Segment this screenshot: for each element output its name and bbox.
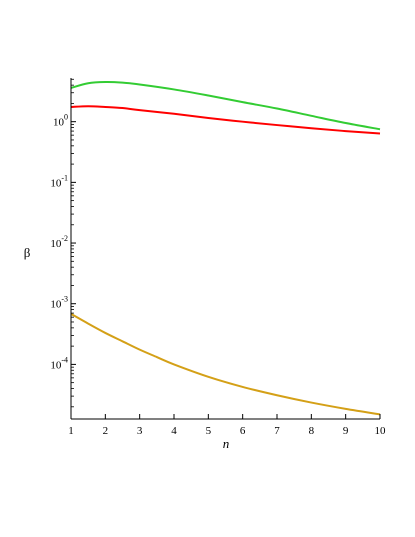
series-line-2 <box>70 313 381 416</box>
y-tick-label-exp: 0 <box>64 113 68 122</box>
y-tick-label-base: 10 <box>50 238 62 250</box>
series-line-0 <box>70 81 381 131</box>
y-tick-label-exp: -2 <box>61 234 68 243</box>
y-tick-label: 10-2 <box>50 234 68 250</box>
y-tick-label-base: 10 <box>53 117 65 129</box>
series-line-1 <box>70 105 381 135</box>
x-tick-label: 10 <box>375 425 387 437</box>
y-tick-label-base: 10 <box>50 299 62 311</box>
y-tick-label: 10-4 <box>50 355 68 371</box>
y-tick-label-exp: -3 <box>61 295 68 304</box>
x-tick-label: 9 <box>343 425 349 437</box>
x-tick-label: 2 <box>103 425 109 437</box>
y-tick-label: 10-3 <box>50 295 68 311</box>
x-tick-label: 4 <box>171 425 177 437</box>
y-axis-title: β <box>24 245 31 260</box>
y-tick-label: 100 <box>53 113 68 129</box>
y-tick-label-exp: -4 <box>61 355 68 364</box>
x-tick-label: 3 <box>137 425 143 437</box>
y-tick-label-exp: -1 <box>61 173 68 182</box>
series-layer <box>70 81 381 416</box>
x-tick-label: 5 <box>206 425 212 437</box>
y-tick-label-base: 10 <box>50 359 62 371</box>
y-tick-label: 10-1 <box>50 173 68 189</box>
x-tick-label: 8 <box>309 425 315 437</box>
x-tick-label: 6 <box>240 425 246 437</box>
x-tick-label: 1 <box>68 425 74 437</box>
x-tick-label: 7 <box>274 425 280 437</box>
x-axis-title: n <box>223 436 230 451</box>
y-tick-label-base: 10 <box>50 177 62 189</box>
